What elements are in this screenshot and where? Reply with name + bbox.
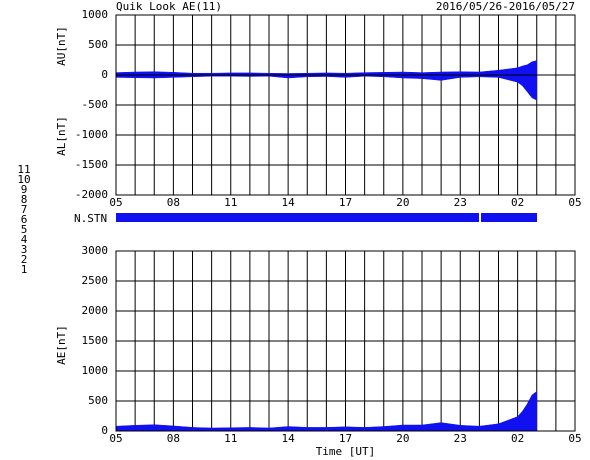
area xyxy=(115,60,537,76)
area xyxy=(115,390,537,432)
n-stn-label: N.STN xyxy=(74,212,107,225)
y-tick-label: 0 xyxy=(101,68,108,81)
y-tick-label: -1000 xyxy=(75,128,108,141)
x-tick-label: 20 xyxy=(396,196,409,209)
station-count-label: 5 xyxy=(21,223,28,236)
x-tick-label: 05 xyxy=(109,196,122,209)
y-tick-label: 3000 xyxy=(82,244,109,257)
area xyxy=(115,74,537,101)
period: 2016/05/26-2016/05/27 xyxy=(436,0,575,13)
station-count-label: 8 xyxy=(21,193,28,206)
x-tick-label: 14 xyxy=(282,432,296,445)
x-tick-label: 20 xyxy=(396,432,409,445)
plot-frame xyxy=(115,250,576,432)
y-tick-label: 1500 xyxy=(82,334,109,347)
station-count-label: 7 xyxy=(21,203,28,216)
station-count-label: 1 xyxy=(21,263,28,276)
y-axis-label: AL[nT] xyxy=(55,116,68,156)
station-count-label: 4 xyxy=(21,233,28,246)
y-axis-label: AU[nT] xyxy=(55,26,68,66)
x-tick-label: 11 xyxy=(224,196,237,209)
x-tick-label: 11 xyxy=(224,432,237,445)
x-tick-label: 23 xyxy=(454,196,467,209)
x-tick-label: 02 xyxy=(511,196,524,209)
x-tick-label: 17 xyxy=(339,196,352,209)
station-count-label: 2 xyxy=(21,253,28,266)
y-tick-label: -2000 xyxy=(75,188,108,201)
y-tick-label: 1000 xyxy=(82,364,109,377)
station-count-label: 9 xyxy=(21,183,28,196)
n-stn-bar xyxy=(116,213,479,222)
y-tick-label: 2000 xyxy=(82,304,109,317)
x-axis-label: Time [UT] xyxy=(316,445,376,458)
station-count-label: 6 xyxy=(21,213,28,226)
x-tick-label: 02 xyxy=(511,432,524,445)
plot-frame xyxy=(115,14,576,196)
x-tick-label: 05 xyxy=(568,432,581,445)
x-tick-label: 05 xyxy=(109,432,122,445)
station-count-label: 3 xyxy=(21,243,28,256)
station-count-label: 11 xyxy=(17,163,30,176)
y-tick-label: 500 xyxy=(88,38,108,51)
x-tick-label: 08 xyxy=(167,196,180,209)
x-tick-label: 08 xyxy=(167,432,180,445)
x-tick-label: 17 xyxy=(339,432,352,445)
y-tick-label: 0 xyxy=(101,424,108,437)
x-tick-label: 23 xyxy=(454,432,467,445)
n-stn-bar xyxy=(481,213,537,222)
y-tick-label: 1000 xyxy=(82,8,109,21)
y-tick-label: 500 xyxy=(88,394,108,407)
y-tick-label: -1500 xyxy=(75,158,108,171)
station-count-label: 10 xyxy=(17,173,30,186)
y-tick-label: -500 xyxy=(82,98,109,111)
y-tick-label: 2500 xyxy=(82,274,109,287)
x-tick-label: 14 xyxy=(282,196,296,209)
x-tick-label: 05 xyxy=(568,196,581,209)
chart-title: Quik Look AE(11) xyxy=(116,0,222,13)
y-axis-label: AE[nT] xyxy=(55,325,68,365)
